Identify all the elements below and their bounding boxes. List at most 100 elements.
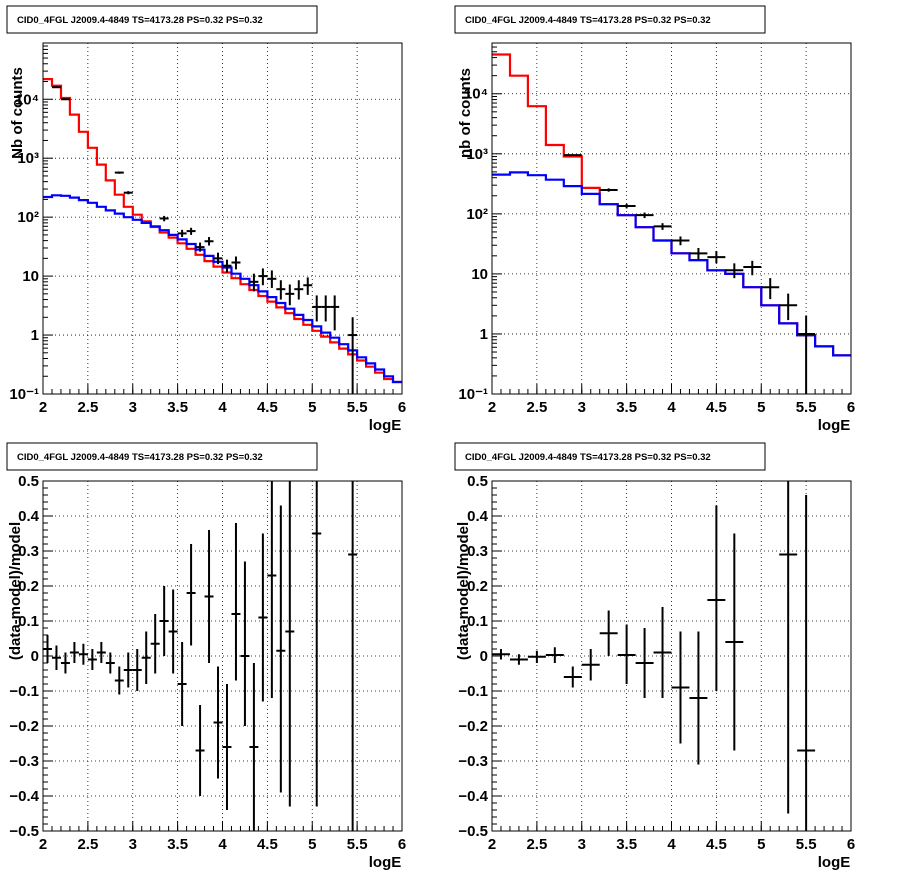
data-point <box>51 645 61 670</box>
data-point <box>725 533 744 751</box>
data-point <box>653 607 672 698</box>
y-tick-label: 10 <box>471 266 488 283</box>
data-point <box>258 533 268 702</box>
data-point <box>653 223 672 230</box>
y-tick-label: −0.1 <box>458 683 488 700</box>
title-box <box>6 442 318 471</box>
total-model-curve <box>43 78 402 384</box>
y-tick-label: 0.1 <box>467 613 488 630</box>
title-box <box>6 5 318 34</box>
data-point <box>222 259 232 273</box>
data-point <box>186 544 196 646</box>
y-axis-label: (data-model)/model <box>7 522 24 660</box>
data-point <box>312 481 322 807</box>
x-axis-label: logE <box>818 417 851 434</box>
data-point <box>195 242 205 252</box>
x-tick-label: 4.5 <box>257 836 278 853</box>
data-point <box>707 505 726 691</box>
x-tick-label: 3 <box>129 836 137 853</box>
panel-3: CID0_4FGL J2009.4-4849 TS=4173.28 PS=0.3… <box>6 442 406 871</box>
x-tick-label: 5.5 <box>347 399 368 416</box>
x-tick-label: 3 <box>129 399 137 416</box>
x-axis-label: logE <box>818 854 851 871</box>
x-tick-label: 3 <box>578 399 586 416</box>
plot-frame <box>491 42 852 395</box>
data-point <box>195 705 205 796</box>
y-tick-label: 0.4 <box>467 508 489 525</box>
data-point <box>527 650 546 663</box>
data-point <box>141 631 151 684</box>
x-tick-label: 4 <box>218 836 227 853</box>
data-point <box>249 663 259 831</box>
data-point <box>635 628 654 698</box>
x-tick-label: 5 <box>308 399 316 416</box>
data-point <box>159 215 169 222</box>
chart-title: CID0_4FGL J2009.4-4849 TS=4173.28 PS=0.3… <box>465 15 711 26</box>
data-point <box>231 256 241 270</box>
data-point <box>671 631 690 744</box>
data-point <box>303 277 313 295</box>
y-tick-label: −0.3 <box>458 753 488 770</box>
data-point <box>285 284 295 306</box>
y-tick-label: −0.3 <box>9 753 39 770</box>
y-tick-label: −0.5 <box>9 823 39 840</box>
x-tick-label: 6 <box>398 836 406 853</box>
data-point <box>294 280 304 300</box>
x-tick-label: 2.5 <box>526 836 547 853</box>
x-tick-label: 5.5 <box>796 399 817 416</box>
data-point <box>267 481 277 698</box>
data-point <box>87 649 97 670</box>
x-tick-label: 4.5 <box>706 836 727 853</box>
x-tick-label: 2.5 <box>77 399 98 416</box>
background-model-curve <box>492 171 851 357</box>
data-point <box>509 654 528 665</box>
x-tick-label: 2.5 <box>526 399 547 416</box>
x-tick-label: 4 <box>667 836 676 853</box>
y-tick-label: 0.2 <box>467 578 488 595</box>
y-axis-label: Nb of counts <box>9 67 26 159</box>
y-axis-label: (data-model)/model <box>455 522 472 660</box>
x-tick-label: 5.5 <box>347 836 368 853</box>
y-tick-label: 0.2 <box>18 578 39 595</box>
data-point <box>123 652 133 688</box>
data-point <box>213 252 223 265</box>
x-tick-label: 5 <box>308 836 316 853</box>
chart-title: CID0_4FGL J2009.4-4849 TS=4173.28 PS=0.3… <box>17 452 263 463</box>
x-tick-label: 5.5 <box>796 836 817 853</box>
data-point <box>186 227 196 235</box>
data-point <box>797 495 816 831</box>
y-tick-label: −0.2 <box>458 718 488 735</box>
x-tick-label: 4.5 <box>706 399 727 416</box>
data-point <box>599 610 618 656</box>
chart-title: CID0_4FGL J2009.4-4849 TS=4173.28 PS=0.3… <box>17 15 263 26</box>
data-point <box>797 315 816 394</box>
data-point <box>581 649 600 681</box>
data-point <box>617 624 636 684</box>
data-point <box>617 203 636 209</box>
data-point <box>635 212 654 219</box>
y-tick-label: −0.4 <box>9 788 39 805</box>
data-point <box>123 191 133 195</box>
x-axis-label: logE <box>369 854 402 871</box>
x-tick-label: 2 <box>39 836 47 853</box>
y-tick-label: 10⁴ <box>464 86 488 103</box>
x-tick-label: 2 <box>39 399 47 416</box>
data-point <box>177 229 187 238</box>
y-tick-label: 10⁻¹ <box>9 386 39 403</box>
panel-1: CID0_4FGL J2009.4-4849 TS=4173.28 PS=0.3… <box>6 5 406 434</box>
y-tick-label: −0.1 <box>9 683 39 700</box>
data-point <box>599 188 618 192</box>
data-point <box>132 649 142 691</box>
plot-area <box>492 481 851 831</box>
data-point <box>779 293 798 321</box>
data-point <box>348 481 358 831</box>
data-point <box>276 505 286 793</box>
data-point <box>312 295 322 322</box>
data-point <box>240 561 250 726</box>
data-point <box>267 270 277 288</box>
data-point <box>671 236 690 246</box>
data-point <box>321 295 331 322</box>
x-tick-label: 6 <box>398 399 406 416</box>
y-tick-label: 0.5 <box>467 473 488 490</box>
